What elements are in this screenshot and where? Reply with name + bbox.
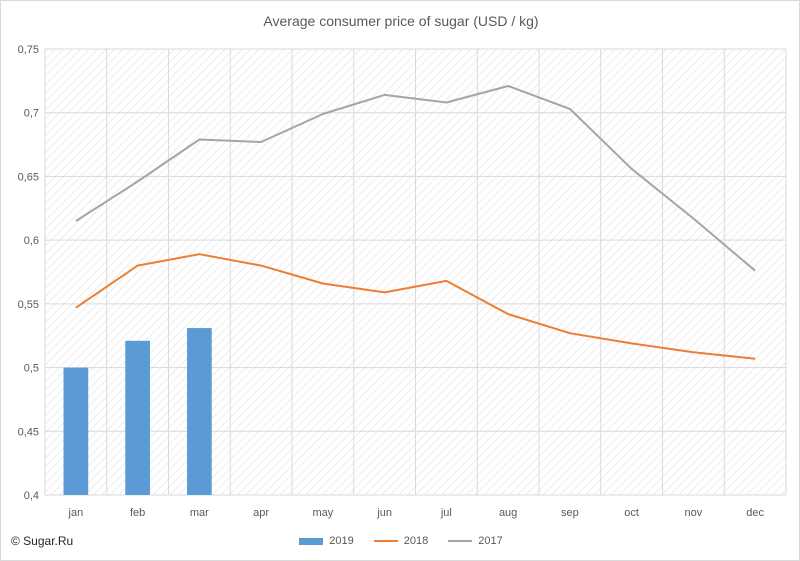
x-tick-label: aug	[499, 507, 517, 519]
x-tick-label: jul	[440, 507, 452, 519]
legend-swatch-2017	[448, 540, 473, 542]
x-tick-label: nov	[685, 507, 703, 519]
x-tick-label: apr	[253, 507, 269, 519]
legend-label-2017: 2017	[478, 535, 503, 547]
chart-plot: 0,4 0,45 0,5 0,55 0,6 0,65 0,7 0,75 jan feb mar apr…	[18, 44, 787, 519]
chart-legend: 2019 2018 2017	[1, 535, 800, 547]
y-tick-label: 0,45	[18, 426, 39, 438]
bar-2019-mar	[187, 328, 212, 495]
x-tick-label: may	[312, 507, 333, 519]
legend-item-2017: 2017	[448, 535, 503, 547]
y-tick-label: 0,55	[18, 299, 39, 311]
x-tick-label: feb	[130, 507, 145, 519]
x-tick-label: dec	[746, 507, 764, 519]
y-tick-label: 0,65	[18, 171, 39, 183]
legend-swatch-2018	[373, 540, 398, 542]
series-line-2018	[75, 253, 756, 360]
legend-label-2018: 2018	[403, 535, 429, 547]
y-tick-label: 0,6	[24, 235, 39, 247]
x-tick-label: oct	[624, 507, 639, 519]
copyright-text: © Sugar.Ru	[11, 534, 74, 548]
x-tick-label: jan	[68, 507, 84, 519]
series-line-2017	[75, 85, 756, 272]
y-tick-label: 0,7	[24, 108, 39, 120]
bar-2019-jan	[63, 367, 89, 495]
x-tick-label: sep	[561, 507, 579, 519]
legend-swatch-2019	[299, 537, 324, 545]
y-tick-label: 0,75	[18, 44, 39, 56]
chart-title: Average consumer price of sugar (USD / k…	[263, 13, 539, 29]
legend-item-2019: 2019	[299, 535, 354, 547]
legend-item-2018: 2018	[373, 535, 429, 547]
legend-label-2019: 2019	[329, 535, 354, 547]
x-tick-label: mar	[190, 507, 209, 519]
y-tick-label: 0,5	[24, 363, 39, 375]
y-tick-label: 0,4	[24, 490, 39, 502]
bar-2019-feb	[125, 340, 150, 495]
x-tick-label: jun	[376, 507, 392, 519]
